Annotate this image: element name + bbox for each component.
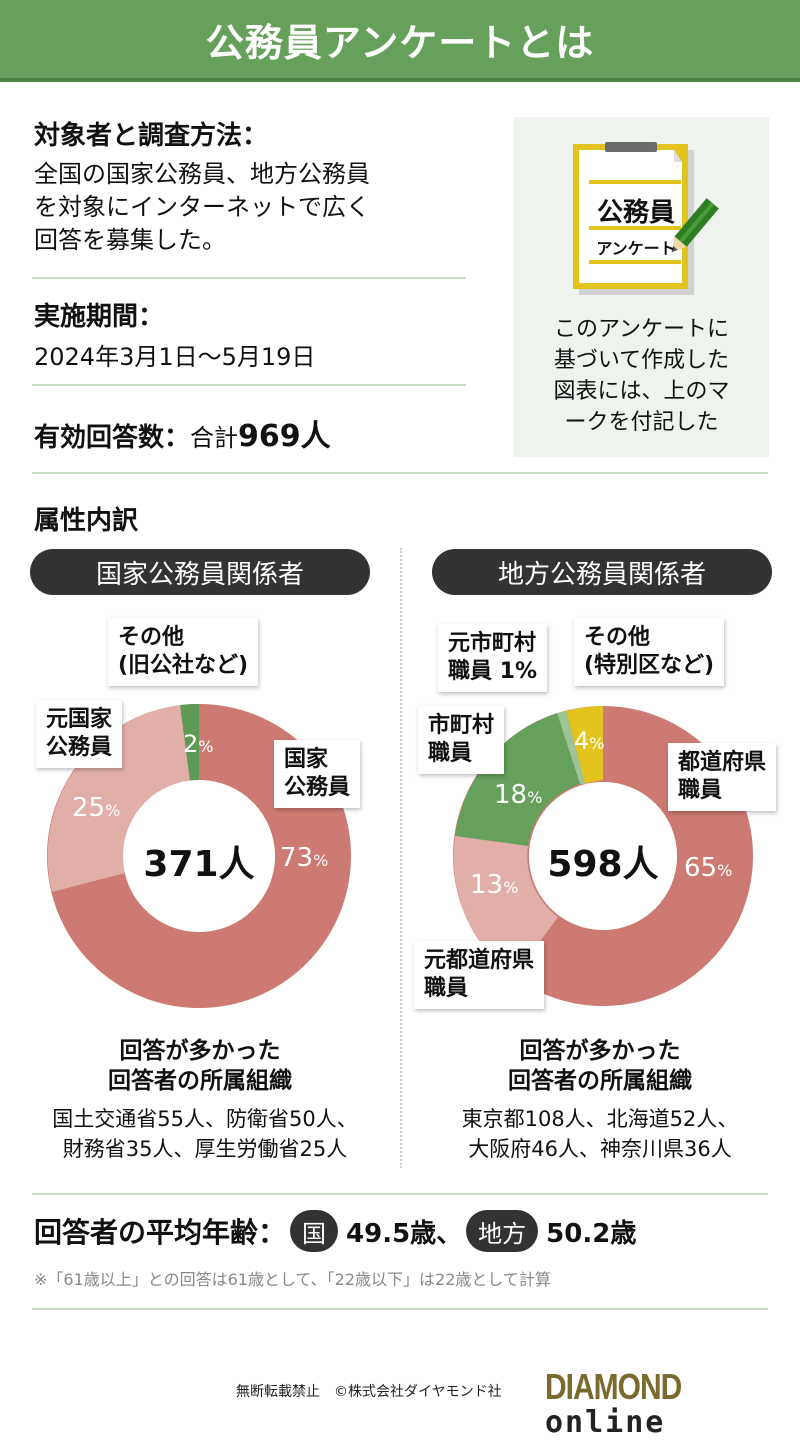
responses-prefix: 合計	[190, 424, 239, 452]
page-title: 公務員アンケートとは	[205, 20, 595, 65]
national-donut-chart	[47, 703, 351, 1008]
copyright: 無断転載禁止 ©株式会社ダイヤモンド社	[236, 1384, 502, 1400]
callout-moto-pref: 元都道府県 職員	[414, 941, 545, 1009]
divider	[32, 1193, 768, 1195]
footnote: ※「61歳以上」との回答は61歳として、「22歳以下」は22歳として計算	[34, 1270, 551, 1289]
callout-pref: 都道府県 職員	[668, 743, 777, 811]
callout-kokka: 国家 公務員	[274, 740, 361, 808]
age-title: 回答者の平均年齢：	[34, 1216, 287, 1249]
responses-value: 969人	[238, 419, 331, 454]
divider	[32, 1308, 768, 1310]
method-line: 回答を募集した。	[34, 226, 226, 254]
local-org-list: 東京都108人、北海道52人、 大阪府46人、神奈川県36人	[461, 1107, 739, 1161]
method-title: 対象者と調査方法：	[34, 121, 269, 151]
breakdown-title: 属性内訳	[34, 506, 139, 536]
period-title: 実施期間：	[34, 302, 165, 332]
national-org-title: 回答が多かった 回答者の所属組織	[108, 1038, 292, 1094]
average-age-row: 回答者の平均年齢： 国 49.5歳、 地方 50.2歳	[34, 1210, 636, 1252]
local-org-title: 回答が多かった 回答者の所属組織	[508, 1038, 692, 1094]
pct-city: 18%	[494, 780, 543, 810]
method-line: 全国の国家公務員、地方公務員	[34, 160, 370, 188]
badge-subtitle: アンケート	[596, 239, 676, 258]
note-line: このアンケートに	[553, 317, 730, 342]
local-donut-chart	[453, 706, 753, 1006]
column-separator	[400, 548, 402, 1168]
callout-other: その他 (特別区など)	[574, 618, 725, 686]
callout-other: その他 (旧公社など)	[108, 618, 259, 686]
national-pill: 国家公務員関係者	[30, 549, 370, 595]
responses-title: 有効回答数：	[34, 423, 191, 453]
survey-mark-note: 公務員 アンケート このアンケートに 基づいて作成した 図表には、上のマ ークを…	[514, 117, 769, 457]
slice-moto-city	[557, 711, 585, 784]
pct-moto: 25%	[72, 793, 121, 823]
slice-moto	[47, 704, 200, 892]
pct-kokka: 73%	[280, 843, 329, 873]
badge-title: 公務員	[596, 198, 675, 228]
national-center-count: 371人	[143, 844, 255, 885]
slice-other	[566, 706, 603, 784]
responses-row: 有効回答数： 合計 969人	[34, 411, 331, 455]
chiho-age: 50.2歳	[546, 1218, 637, 1249]
divider	[32, 277, 466, 279]
pct-moto-pref: 13%	[470, 870, 519, 900]
note-text: このアンケートに 基づいて作成した 図表には、上のマ ークを付記した	[514, 314, 769, 438]
pct-pref: 65%	[684, 853, 733, 883]
local-pill: 地方公務員関係者	[432, 549, 772, 595]
clipboard-survey-icon	[573, 142, 719, 295]
national-org-list: 国土交通省55人、防衛省50人、 財務省35人、厚生労働省25人	[52, 1107, 358, 1161]
local-center-count: 598人	[547, 844, 659, 885]
pct-other: 4%	[574, 727, 605, 755]
callout-moto: 元国家 公務員	[36, 700, 123, 768]
callout-moto-city: 元市町村 職員 1%	[438, 624, 548, 692]
slice-city	[455, 713, 580, 846]
divider	[32, 472, 768, 474]
chiho-pill: 地方	[466, 1210, 539, 1252]
note-line: 基づいて作成した	[553, 348, 730, 373]
period-value: 2024年3月1日～5月19日	[34, 343, 316, 371]
kuni-pill: 国	[290, 1210, 339, 1252]
note-line: 図表には、上のマ	[553, 379, 730, 404]
header-banner: 公務員アンケートとは	[0, 0, 800, 82]
note-line: ークを付記した	[564, 410, 719, 435]
pct-other: 2%	[183, 730, 214, 758]
divider	[32, 384, 466, 386]
kuni-age: 49.5歳、	[346, 1218, 463, 1249]
slice-other	[180, 703, 199, 781]
callout-city: 市町村 職員	[418, 706, 505, 774]
diamond-online-logo: DIAMONDonline	[545, 1367, 682, 1440]
method-line: を対象にインターネットで広く	[34, 193, 370, 221]
method-text: 全国の国家公務員、地方公務員 を対象にインターネットで広く 回答を募集した。	[34, 158, 370, 257]
